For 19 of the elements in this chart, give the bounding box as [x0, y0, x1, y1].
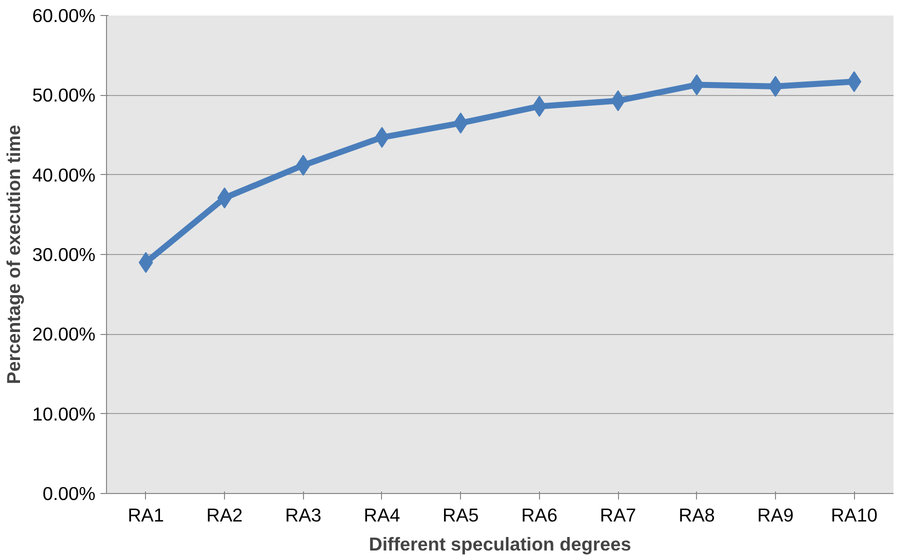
x-tick-label: RA3	[285, 504, 322, 526]
x-tick-label: RA7	[600, 504, 636, 526]
x-tick-label: RA8	[678, 504, 715, 526]
x-axis-title: Different speculation degrees	[368, 534, 632, 554]
y-tick-label: 10.00%	[32, 403, 96, 424]
y-tick-label: 30.00%	[32, 244, 96, 265]
x-tick-label: RA5	[442, 504, 479, 526]
x-tick-label: RA2	[206, 504, 243, 526]
x-tick-label: RA4	[364, 504, 400, 526]
x-tick-label: RA1	[128, 504, 164, 526]
x-tick-label: RA10	[830, 504, 878, 526]
y-axis-title: Percentage of execution time	[3, 124, 24, 384]
y-tick-label: 50.00%	[32, 84, 96, 106]
y-tick-label: 60.00%	[32, 5, 96, 26]
y-tick-label: 20.00%	[32, 324, 96, 345]
x-tick-label: RA6	[521, 504, 558, 526]
x-tick-label: RA9	[757, 504, 794, 526]
y-tick-label: 40.00%	[32, 164, 96, 186]
y-tick-label: 0.00%	[42, 483, 96, 504]
